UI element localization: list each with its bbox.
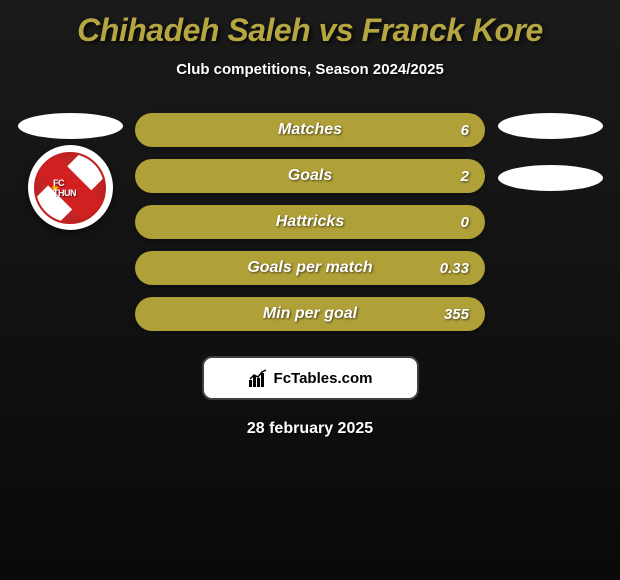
- chart-icon: [248, 368, 268, 388]
- stat-label: Matches: [278, 121, 342, 139]
- logo-text: FcTables.com: [274, 370, 373, 387]
- stat-goals: Goals 2: [135, 159, 485, 193]
- stat-bars: Matches 6 Goals 2 Hattricks 0 Goals per …: [130, 113, 490, 331]
- stats-section: ✦ FC THUN Matches 6 Goals 2 Hattricks 0 …: [0, 113, 620, 331]
- club-badge-inner: ✦ FC THUN: [34, 152, 106, 224]
- player-ellipse-right-1: [498, 113, 603, 139]
- stat-value: 0: [461, 214, 469, 231]
- club-name: FC THUN: [53, 178, 87, 198]
- right-column: [490, 113, 610, 191]
- club-badge: ✦ FC THUN: [28, 145, 113, 230]
- player-ellipse-left: [18, 113, 123, 139]
- stat-label: Goals per match: [247, 259, 372, 277]
- stat-label: Hattricks: [276, 213, 344, 231]
- page-title: Chihadeh Saleh vs Franck Kore: [0, 0, 620, 49]
- stat-goals-per-match: Goals per match 0.33: [135, 251, 485, 285]
- stat-value: 2: [461, 168, 469, 185]
- stat-value: 6: [461, 122, 469, 139]
- stat-matches: Matches 6: [135, 113, 485, 147]
- player-ellipse-right-2: [498, 165, 603, 191]
- stat-hattricks: Hattricks 0: [135, 205, 485, 239]
- stat-label: Goals: [288, 167, 332, 185]
- left-column: ✦ FC THUN: [10, 113, 130, 230]
- fctables-logo[interactable]: FcTables.com: [202, 356, 419, 400]
- date: 28 february 2025: [0, 420, 620, 438]
- stat-min-per-goal: Min per goal 355: [135, 297, 485, 331]
- subtitle: Club competitions, Season 2024/2025: [0, 61, 620, 78]
- stat-value: 355: [444, 306, 469, 323]
- stat-label: Min per goal: [263, 305, 357, 323]
- stat-value: 0.33: [440, 260, 469, 277]
